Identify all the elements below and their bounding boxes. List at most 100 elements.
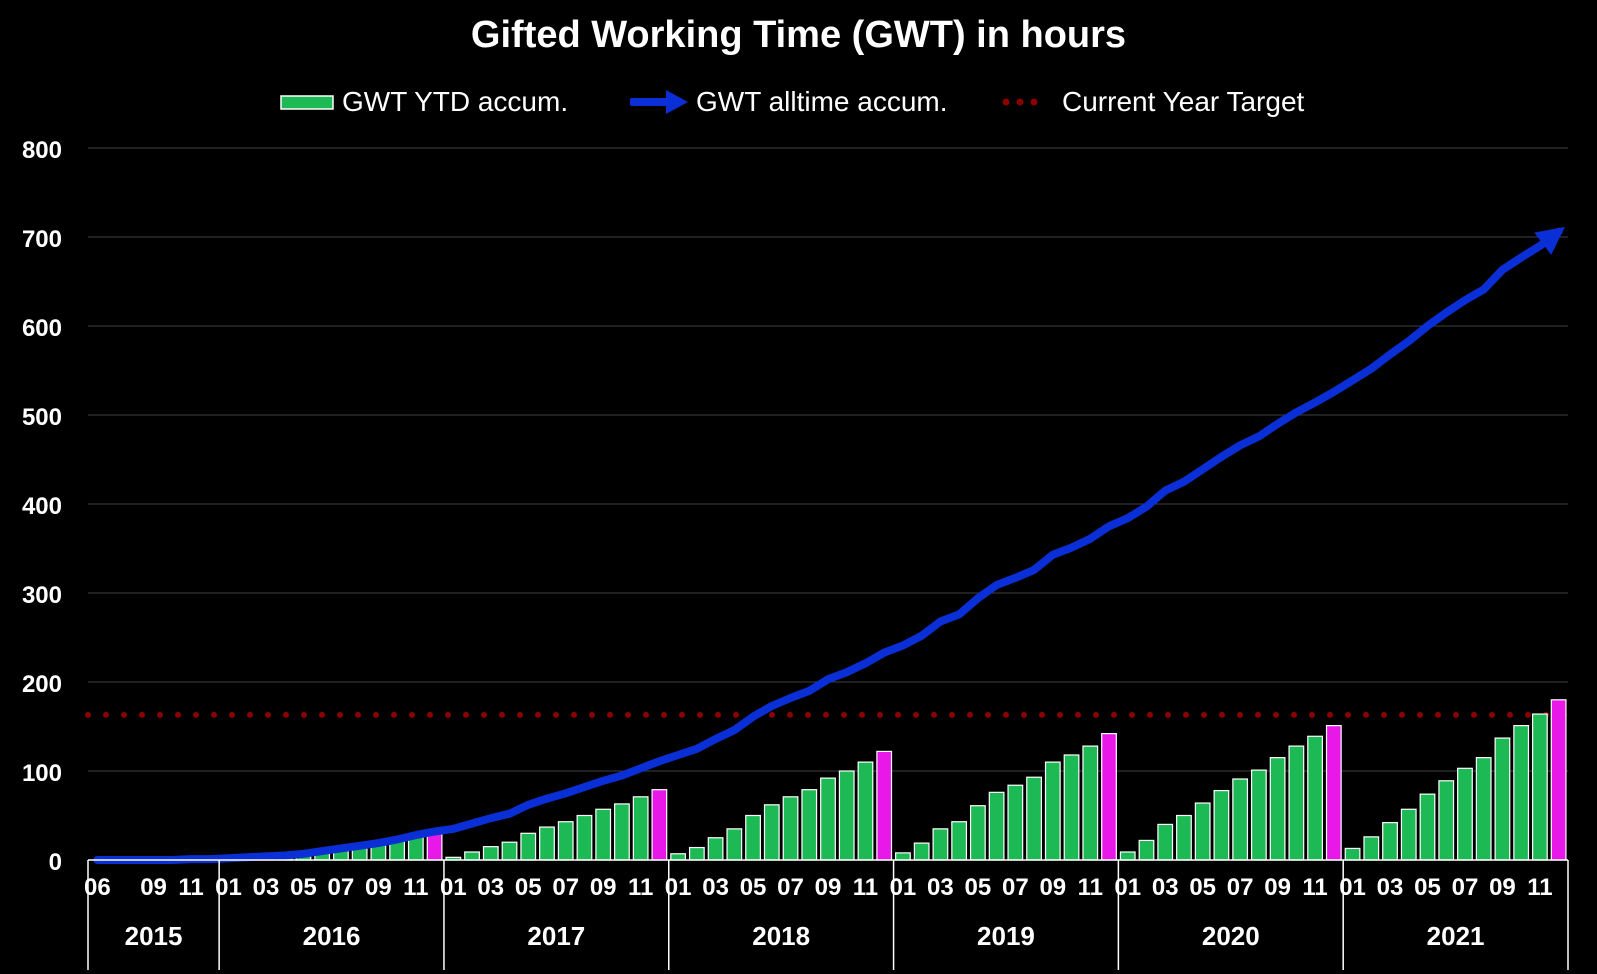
bar: [670, 853, 687, 861]
bar: [1213, 789, 1230, 861]
legend-arrow-line-icon: [630, 90, 688, 114]
bar: [1382, 822, 1398, 861]
x-tick-label: 07: [552, 874, 579, 901]
legend-dotted-line-icon: [1002, 98, 1038, 106]
x-tick-label: 11: [628, 874, 653, 901]
x-tick-label: 09: [140, 874, 167, 901]
legend-bar-swatch: [280, 95, 334, 110]
x-tick-label: 09: [365, 874, 392, 901]
bar: [1531, 713, 1548, 861]
y-tick-label: 0: [49, 849, 62, 876]
bar: [932, 828, 949, 861]
bar: [1250, 769, 1267, 861]
y-tick-label: 200: [22, 671, 62, 698]
x-tick-label: 05: [515, 874, 542, 901]
x-tick-label: 11: [178, 874, 203, 901]
year-label: 2019: [977, 921, 1035, 951]
x-tick-label: 05: [740, 874, 767, 901]
bar: [651, 789, 668, 861]
bar: [1325, 725, 1342, 861]
bar: [557, 821, 574, 861]
bar: [1438, 780, 1455, 861]
line-arrowhead: [1534, 226, 1566, 255]
y-tick-label: 300: [22, 582, 62, 609]
x-tick-label: 07: [1452, 874, 1479, 901]
bar: [464, 851, 480, 861]
bar: [763, 804, 780, 861]
legend-label-target: Current Year Target: [1062, 86, 1305, 117]
bar: [1232, 778, 1249, 861]
x-tick-label: 09: [590, 874, 617, 901]
x-tick-label: 09: [1264, 874, 1291, 901]
legend-item-line: GWT alltime accum.: [630, 82, 948, 122]
x-tick-label: 05: [965, 874, 992, 901]
y-tick-label: 500: [22, 404, 62, 431]
bar: [1119, 851, 1136, 861]
y-tick-label: 400: [22, 493, 62, 520]
x-tick-label: 03: [1377, 874, 1404, 901]
bar: [1176, 814, 1192, 861]
bar: [1101, 733, 1117, 861]
bar: [951, 821, 968, 861]
bar: [1026, 776, 1042, 861]
bar: [1269, 757, 1286, 861]
bar: [820, 777, 836, 861]
x-tick-label: 03: [253, 874, 280, 901]
x-tick-label: 09: [815, 874, 842, 901]
legend-label-alltime: GWT alltime accum.: [696, 86, 948, 117]
bar: [1138, 839, 1155, 861]
bar: [614, 803, 630, 861]
bar: [520, 832, 537, 861]
x-tick-label: 07: [1227, 874, 1254, 901]
x-tick-label: 03: [927, 874, 954, 901]
legend-item-target: Current Year Target: [1000, 82, 1304, 122]
legend-label-ytd: GWT YTD accum.: [342, 86, 569, 117]
year-label: 2020: [1202, 921, 1260, 951]
bar: [857, 761, 874, 861]
bar: [838, 770, 855, 861]
legend-item-bar: GWT YTD accum.: [280, 82, 568, 122]
bar: [1194, 802, 1211, 861]
x-tick-label: 11: [403, 874, 428, 901]
bar: [1288, 745, 1305, 861]
year-label: 2015: [125, 921, 183, 951]
x-tick-label: 05: [1189, 874, 1216, 901]
bar: [895, 852, 911, 861]
bar: [1513, 725, 1530, 861]
x-tick-label: 05: [290, 874, 317, 901]
bar: [1063, 754, 1080, 861]
y-tick-label: 100: [22, 760, 62, 787]
bar: [539, 826, 555, 861]
x-tick-label: 07: [777, 874, 804, 901]
x-tick-label: 07: [328, 874, 355, 901]
bar: [1007, 784, 1024, 861]
bar: [745, 814, 761, 861]
x-tick-label: 03: [1152, 874, 1179, 901]
bar: [1494, 737, 1511, 861]
bar: [1307, 735, 1323, 861]
bar: [726, 828, 743, 861]
x-tick-label: 11: [1527, 874, 1552, 901]
x-tick-label: 11: [1302, 874, 1327, 901]
bar: [1457, 767, 1473, 861]
bar: [1419, 793, 1436, 861]
bar: [1475, 757, 1492, 861]
x-tick-label: 11: [853, 874, 878, 901]
year-label: 2018: [752, 921, 810, 951]
bar: [1344, 847, 1361, 861]
x-tick-label: 07: [1002, 874, 1029, 901]
series-line: [93, 227, 1563, 864]
year-label: 2016: [303, 921, 361, 951]
y-tick-label: 600: [22, 315, 62, 342]
x-tick-label: 09: [1489, 874, 1516, 901]
bar: [707, 837, 724, 861]
bar: [1082, 745, 1099, 861]
bar: [1157, 823, 1174, 861]
bar: [595, 808, 612, 861]
bar: [688, 846, 705, 861]
x-tick-label: 03: [477, 874, 504, 901]
bar: [632, 796, 649, 861]
bar: [988, 791, 1005, 861]
year-label: 2017: [527, 921, 585, 951]
